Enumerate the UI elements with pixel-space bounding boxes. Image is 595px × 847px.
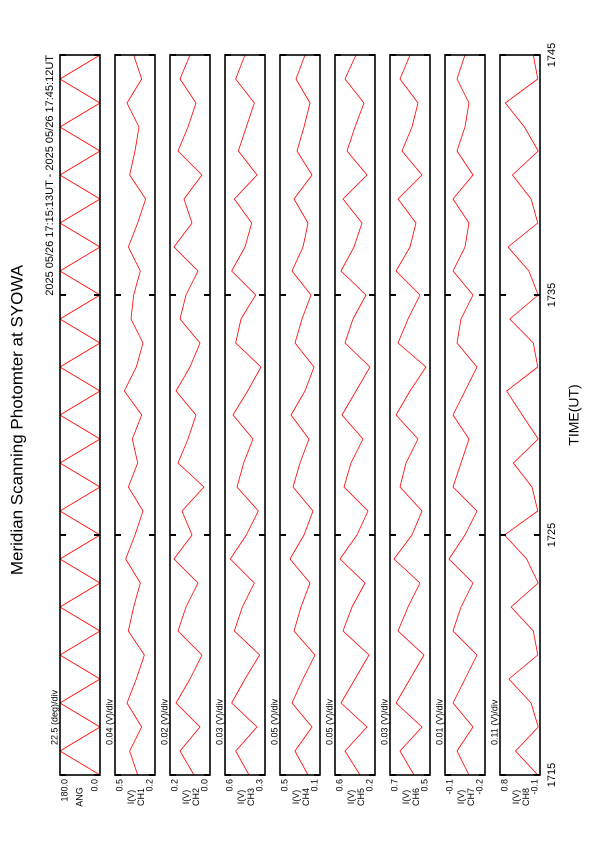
panel-frame (389, 54, 431, 776)
panel-scale: 22.5 (deg)/div (49, 689, 59, 745)
data-line (289, 54, 316, 776)
panel-scale: 0.03 (V)/div (214, 698, 224, 745)
panel-unit: I(V) (346, 790, 356, 805)
x-tick-label: 1735 (546, 283, 558, 307)
panel-channel: CH6 (411, 788, 421, 806)
y-tick-label: 0.3 (254, 779, 264, 792)
panel-frame (444, 54, 486, 776)
y-tick-label: 0.5 (279, 779, 289, 792)
panel-channel: CH8 (521, 788, 531, 806)
panel-scale: 0.05 (V)/div (269, 698, 279, 745)
panel-unit: I(V) (236, 790, 246, 805)
data-line (173, 54, 205, 776)
panel-frame (279, 54, 321, 776)
panel-scale: 0.04 (V)/div (104, 698, 114, 745)
y-tick-label: 0.2 (364, 779, 374, 792)
y-tick-label: -0.2 (474, 779, 484, 795)
panel-channel: CH2 (191, 788, 201, 806)
x-tick-label: 1745 (546, 43, 558, 67)
y-tick-label: 0.5 (419, 779, 429, 792)
y-tick-label: 0.2 (169, 779, 179, 792)
panel-unit: I(V) (511, 790, 521, 805)
y-tick-label: 0.6 (224, 779, 234, 792)
panel-frame (114, 54, 156, 776)
panel-unit: I(V) (401, 790, 411, 805)
y-tick-label: -0.1 (529, 779, 539, 795)
panel-channel: CH7 (466, 788, 476, 806)
y-tick-label: 180.0 (59, 779, 69, 802)
panel-channel: ANG (74, 787, 84, 807)
data-line (393, 54, 427, 776)
y-tick-label: 0.8 (499, 779, 509, 792)
y-tick-label: 0.2 (144, 779, 154, 792)
panel-frame (59, 54, 101, 776)
data-line (448, 54, 478, 776)
y-tick-label: -0.1 (444, 779, 454, 795)
panel-channel: CH1 (136, 788, 146, 806)
y-tick-label: 0.7 (389, 779, 399, 792)
panel-scale: 0.02 (V)/div (159, 698, 169, 745)
panel-unit: I(V) (456, 790, 466, 805)
panel-scale: 0.01 (V)/div (434, 698, 444, 745)
panel-channel: CH5 (356, 788, 366, 806)
panel-frame (334, 54, 376, 776)
data-line (123, 54, 147, 776)
y-tick-label: 0.0 (199, 779, 209, 792)
panel-scale: 0.11 (V)/div (489, 699, 499, 745)
x-tick-label: 1725 (546, 523, 558, 547)
y-tick-label: 0.1 (309, 779, 319, 792)
panel-scale: 0.03 (V)/div (379, 698, 389, 745)
data-line (229, 54, 262, 776)
y-tick-label: 0.5 (114, 779, 124, 792)
y-tick-label: 0.0 (89, 779, 99, 792)
chart: Meridian Scanning Photomter at SYOWA 202… (7, 43, 581, 807)
data-line (504, 54, 539, 776)
data-line (339, 54, 371, 776)
x-axis-label: TIME(UT) (566, 384, 582, 445)
chart-subtitle: 2025 05/26 17:15:13UT - 2025 05/26 17:45… (44, 55, 56, 296)
panel-frame (224, 54, 266, 776)
panel-frame (169, 54, 211, 776)
panel-channel: CH3 (246, 788, 256, 806)
y-tick-label: 0.6 (334, 779, 344, 792)
panel-scale: 0.05 (V)/div (324, 698, 334, 745)
panel-unit: I(V) (126, 790, 136, 805)
x-tick-label: 1715 (546, 763, 558, 787)
panel-channel: CH4 (301, 788, 311, 806)
panel-unit: I(V) (291, 790, 301, 805)
chart-title: Meridian Scanning Photomter at SYOWA (7, 264, 26, 575)
panel-frame (499, 54, 541, 776)
panel-unit: I(V) (181, 790, 191, 805)
